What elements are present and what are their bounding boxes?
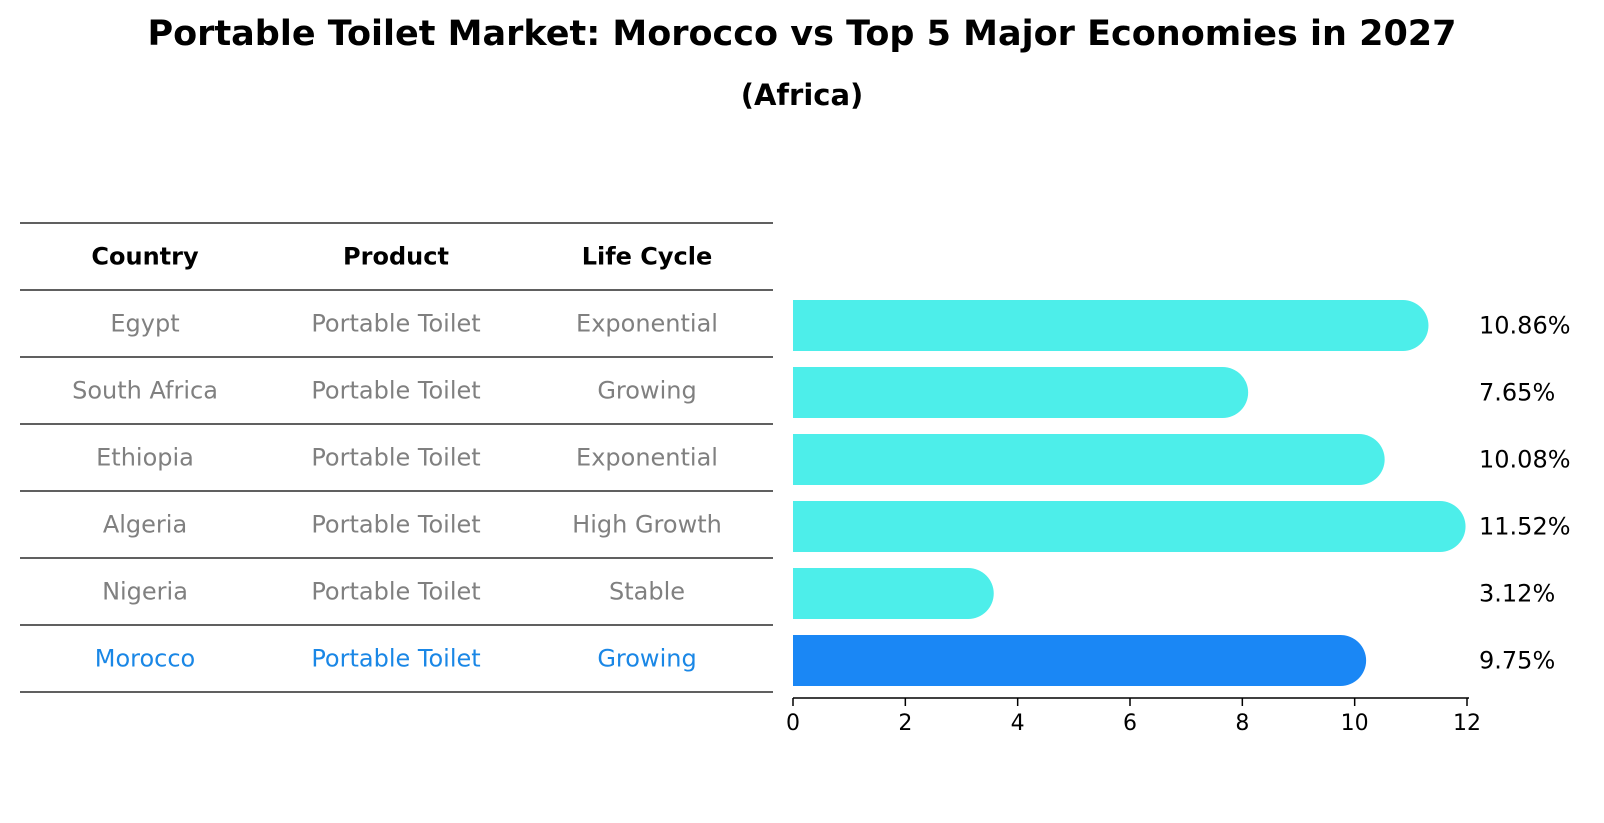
- bar-nigeria: [793, 568, 994, 619]
- table-cell-product: Portable Toilet: [311, 578, 480, 606]
- x-tick-label: 10: [1341, 711, 1369, 736]
- table-cell-product: Portable Toilet: [311, 444, 480, 472]
- table-header-life-cycle: Life Cycle: [582, 243, 713, 271]
- table-cell-product: Portable Toilet: [311, 377, 480, 405]
- bar-morocco: [793, 635, 1367, 686]
- bar-value-label: 9.75%: [1479, 647, 1555, 675]
- table-cell-life-cycle: Exponential: [576, 444, 718, 472]
- table-cell-product: Portable Toilet: [311, 310, 480, 338]
- bar-value-label: 7.65%: [1479, 379, 1555, 407]
- bar-value-label: 10.86%: [1479, 312, 1571, 340]
- table-cell-country: Egypt: [110, 310, 179, 338]
- table-cell-country: Algeria: [103, 511, 187, 539]
- table-cell-life-cycle: Growing: [597, 645, 696, 673]
- bar-value-label: 3.12%: [1479, 580, 1555, 608]
- table-cell-country: Ethiopia: [96, 444, 194, 472]
- chart-subtitle: (Africa): [740, 78, 864, 112]
- x-tick-label: 2: [898, 711, 912, 736]
- bar-algeria: [793, 501, 1466, 552]
- table-cell-life-cycle: Growing: [597, 377, 696, 405]
- bar-ethiopia: [793, 434, 1385, 485]
- x-tick-label: 4: [1011, 711, 1025, 736]
- chart-title: Portable Toilet Market: Morocco vs Top 5…: [147, 14, 1457, 54]
- x-tick-label: 8: [1235, 711, 1249, 736]
- table-cell-life-cycle: Stable: [609, 578, 685, 606]
- x-tick-label: 0: [786, 711, 800, 736]
- bar-egypt: [793, 300, 1429, 351]
- table-cell-life-cycle: Exponential: [576, 310, 718, 338]
- table-cell-product: Portable Toilet: [311, 511, 480, 539]
- table-cell-country: Nigeria: [102, 578, 188, 606]
- table-cell-country: South Africa: [72, 377, 218, 405]
- bar-value-label: 10.08%: [1479, 446, 1571, 474]
- table-cell-country: Morocco: [95, 645, 196, 673]
- bar-value-label: 11.52%: [1479, 513, 1571, 541]
- table-cell-life-cycle: High Growth: [572, 511, 722, 539]
- x-tick-label: 12: [1453, 711, 1481, 736]
- table-cell-product: Portable Toilet: [311, 645, 480, 673]
- table-header-country: Country: [91, 243, 199, 271]
- x-tick-label: 6: [1123, 711, 1137, 736]
- table-header-product: Product: [343, 243, 449, 271]
- bar-south-africa: [793, 367, 1249, 418]
